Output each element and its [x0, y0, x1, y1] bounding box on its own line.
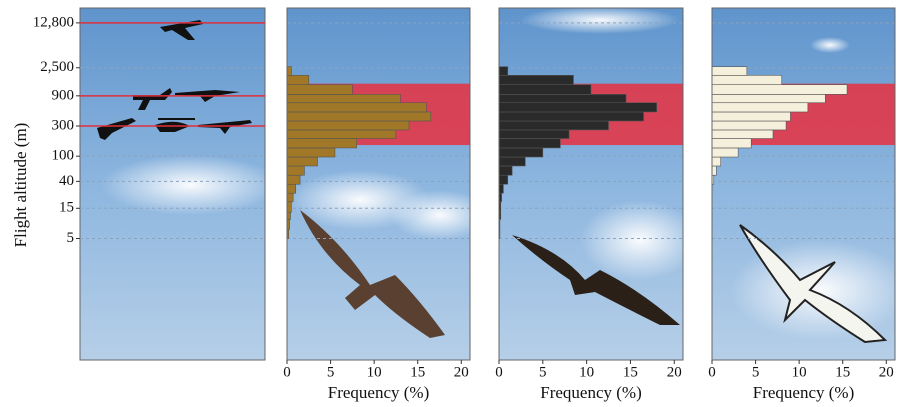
bar	[712, 75, 782, 84]
bar	[287, 157, 318, 166]
bar	[287, 112, 431, 121]
bar	[499, 103, 657, 112]
bar	[499, 67, 508, 76]
bar	[712, 67, 747, 76]
y-tick-label: 15	[59, 200, 74, 216]
backgrounds	[80, 6, 897, 360]
y-tick-label: 900	[52, 87, 75, 103]
bar	[287, 130, 396, 139]
bar	[712, 94, 825, 102]
bar	[287, 103, 426, 112]
x-tick-label: 10	[792, 364, 807, 380]
bar	[287, 202, 291, 212]
bar	[287, 121, 409, 130]
bar	[712, 121, 786, 130]
bar	[287, 94, 400, 102]
bar	[287, 75, 309, 84]
bar	[287, 175, 300, 184]
x-tick-label: 15	[835, 364, 850, 380]
x-tick-label: 5	[752, 364, 760, 380]
bar	[499, 175, 508, 184]
x-axis-label: Frequency (%)	[328, 383, 430, 402]
bar	[712, 112, 790, 121]
bar	[287, 85, 352, 95]
bar	[712, 103, 808, 112]
bar	[287, 139, 357, 148]
y-tick-label: 40	[59, 173, 74, 189]
x-tick-label: 5	[327, 364, 335, 380]
bar	[499, 94, 626, 102]
bar	[499, 166, 512, 175]
bar	[499, 121, 609, 130]
bar	[712, 85, 847, 95]
y-axis-label: Flight altitude (m)	[11, 123, 30, 248]
bar	[499, 148, 543, 157]
bar	[712, 130, 773, 139]
bar	[712, 148, 738, 157]
bar	[499, 85, 591, 95]
x-tick-label: 0	[283, 364, 291, 380]
x-tick-label: 20	[667, 364, 682, 380]
bar	[499, 75, 573, 84]
y-tick-label: 5	[67, 230, 75, 246]
y-tick-label: 100	[52, 148, 75, 164]
x-tick-label: 15	[410, 364, 425, 380]
y-tick-label: 300	[52, 117, 75, 133]
x-tick-label: 5	[539, 364, 547, 380]
bar	[499, 130, 569, 139]
bar	[712, 157, 721, 166]
bar	[499, 112, 644, 121]
x-axis-label: Frequency (%)	[540, 383, 642, 402]
bar	[287, 212, 290, 219]
x-tick-label: 10	[579, 364, 594, 380]
y-tick-label: 12,800	[33, 14, 74, 30]
x-axis-label: Frequency (%)	[753, 383, 855, 402]
page: Flight altitude (m) 515401003009002,5001…	[0, 0, 897, 407]
bar	[287, 67, 291, 76]
bar	[499, 139, 560, 148]
x-tick-label: 0	[708, 364, 716, 380]
x-tick-label: 15	[623, 364, 638, 380]
bar	[287, 184, 296, 193]
x-tick-label: 10	[367, 364, 382, 380]
x-tick-label: 20	[454, 364, 469, 380]
bar	[287, 193, 293, 202]
bar	[499, 157, 525, 166]
y-tick-label: 2,500	[40, 59, 74, 75]
bar	[712, 139, 751, 148]
figure: Flight altitude (m) 515401003009002,5001…	[0, 0, 897, 407]
x-tick-label: 0	[495, 364, 503, 380]
bar	[499, 184, 503, 193]
x-tick-label: 20	[879, 364, 894, 380]
bar	[287, 166, 304, 175]
bar	[287, 148, 335, 157]
bar	[712, 166, 716, 175]
